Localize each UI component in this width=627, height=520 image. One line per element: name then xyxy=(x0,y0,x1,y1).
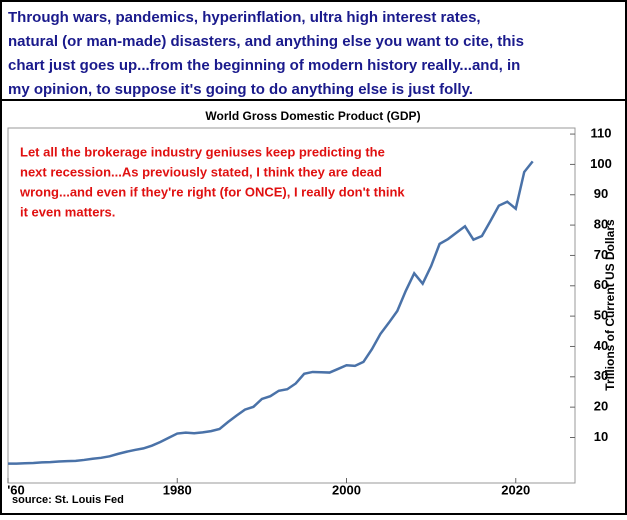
annotation: next recession...As previously stated, I… xyxy=(20,164,382,179)
y-tick-label: 60 xyxy=(594,277,608,292)
y-tick-label: 50 xyxy=(594,308,608,323)
x-tick-label: '60 xyxy=(7,482,25,497)
annotation: wrong...and even if they're right (for O… xyxy=(19,184,405,199)
y-tick-label: 40 xyxy=(594,338,608,353)
y-tick-label: 110 xyxy=(591,126,612,141)
x-tick-label: 1980 xyxy=(163,482,192,497)
annotation: Let all the brokerage industry geniuses … xyxy=(20,144,385,159)
y-tick-label: 80 xyxy=(594,217,608,232)
y-tick-label: 100 xyxy=(590,156,612,171)
y-tick-label: 70 xyxy=(594,247,608,262)
data-line xyxy=(8,160,534,465)
header-text: Through wars, pandemics, hyperinflation,… xyxy=(8,9,481,26)
y-tick-label: 10 xyxy=(594,429,608,444)
chart-frame xyxy=(0,99,627,515)
chart-title: World Gross Domestic Product (GDP) xyxy=(205,109,420,123)
header-text: my opinion, to suppose it's going to do … xyxy=(8,81,473,98)
x-tick-label: 2000 xyxy=(332,482,361,497)
y-axis-label: Trillions of Current US Dollars xyxy=(603,219,617,391)
header-text: natural (or man-made) disasters, and any… xyxy=(8,33,524,50)
source: source: St. Louis Fed xyxy=(12,494,124,506)
y-tick-label: 30 xyxy=(594,368,608,383)
y-tick-label: 90 xyxy=(594,186,608,201)
x-tick-label: 2020 xyxy=(501,482,530,497)
plot-frame xyxy=(7,127,576,484)
y-tick-label: 20 xyxy=(594,399,608,414)
header-text: chart just goes up...from the beginning … xyxy=(8,57,520,74)
annotation: it even matters. xyxy=(20,204,115,219)
